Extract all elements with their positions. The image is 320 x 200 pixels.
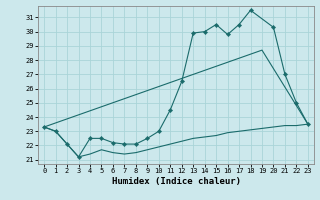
X-axis label: Humidex (Indice chaleur): Humidex (Indice chaleur)	[111, 177, 241, 186]
